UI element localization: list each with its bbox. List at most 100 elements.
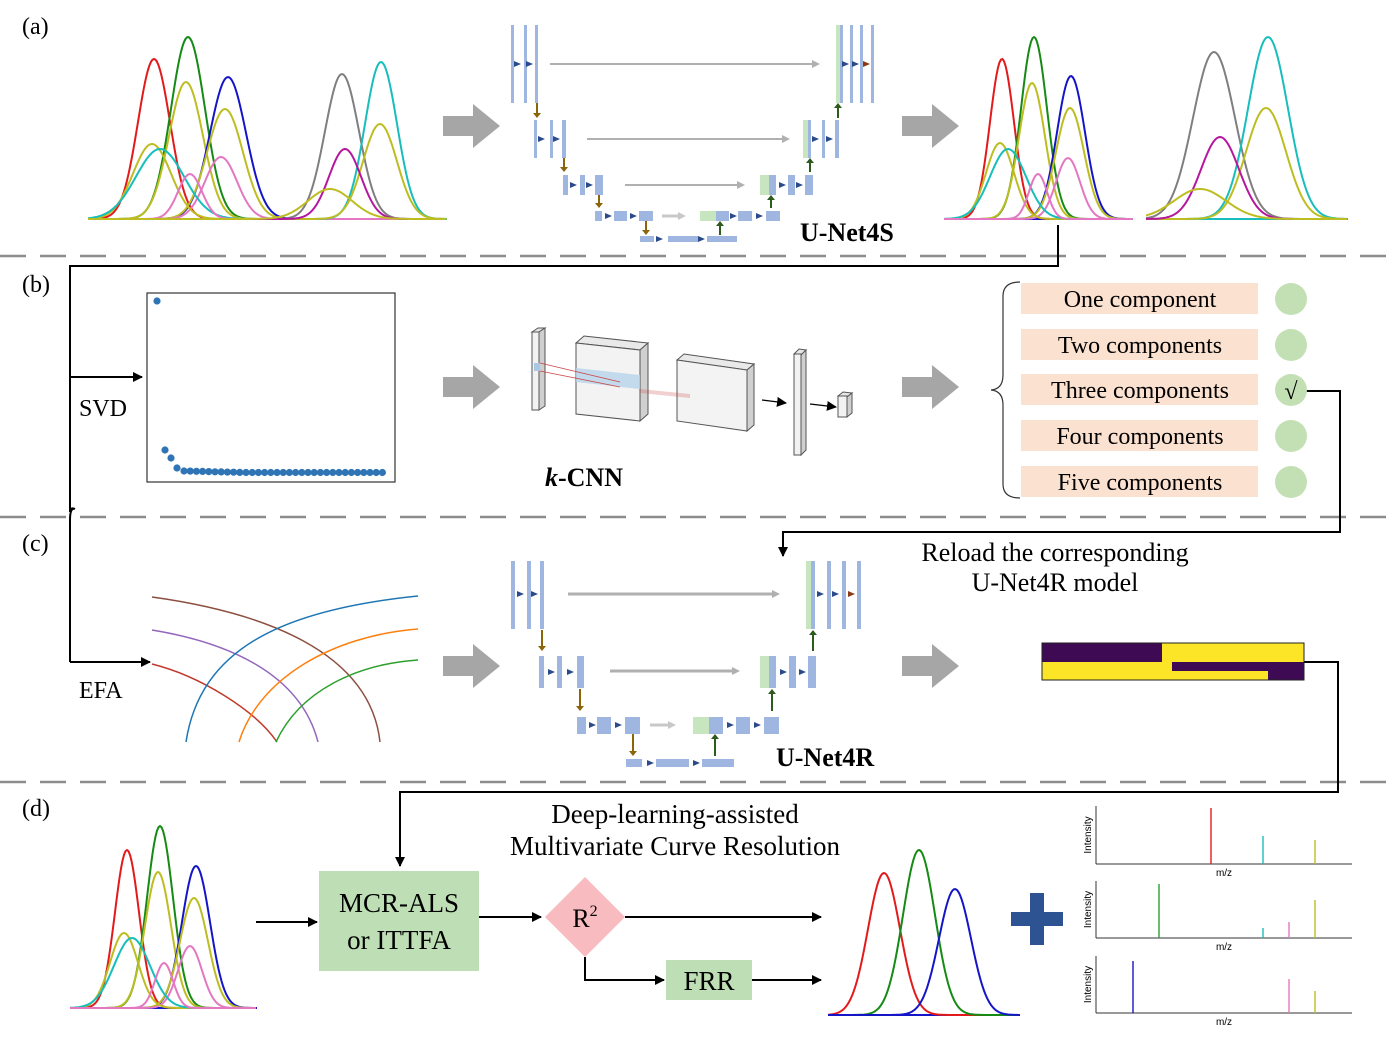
- svd-point: [236, 468, 244, 476]
- peak-curve: [944, 173, 1133, 220]
- input-chromatogram-a: [87, 36, 447, 220]
- peak-curve: [828, 888, 1020, 1016]
- r2-decision: R2: [545, 877, 625, 957]
- peak-curve: [88, 61, 447, 220]
- option-label: Three components: [1051, 378, 1229, 404]
- gray-arrow-icon: [902, 104, 959, 148]
- mass-spectrum: Intensity m/z: [1083, 806, 1352, 879]
- svd-point: [273, 468, 281, 477]
- option-label: Five components: [1058, 470, 1223, 496]
- peak-curve: [70, 871, 256, 1009]
- panel-label-b: (b): [22, 272, 50, 298]
- svd-point: [242, 468, 250, 477]
- gray-arrow-icon: [902, 644, 959, 688]
- peak-curve: [88, 36, 447, 220]
- efa-label: EFA: [79, 678, 123, 704]
- svd-point: [153, 297, 161, 305]
- r2-to-frr-arrow: [584, 957, 665, 985]
- option-indicator: [1275, 329, 1307, 361]
- component-region-heatmap: [1041, 642, 1305, 681]
- option-indicator: [1275, 466, 1307, 498]
- svd-point: [341, 468, 349, 477]
- peak-curve: [70, 962, 256, 1009]
- panel-label-d: (d): [22, 796, 50, 822]
- svd-point: [223, 468, 231, 476]
- input-chromatogram-d: [69, 824, 257, 1009]
- svd-point: [366, 468, 374, 477]
- component-options: One component Two components Three compone…: [1021, 283, 1307, 498]
- gray-arrow-icon: [443, 365, 500, 409]
- option-box: [1021, 283, 1258, 314]
- svd-point: [248, 468, 256, 477]
- option-label: Four components: [1056, 424, 1223, 450]
- option-box: [1021, 466, 1258, 497]
- kcnn-architecture: [530, 327, 854, 457]
- ms-xlabel: m/z: [1216, 1017, 1232, 1028]
- peak-curve: [88, 142, 447, 220]
- peak-curve: [88, 147, 447, 220]
- ms-ylabel: Intensity: [1083, 816, 1094, 853]
- gray-arrow-icon: [443, 104, 500, 148]
- mass-spectra: Intensity m/z Intensity m/z Intensity m/z: [1083, 806, 1352, 1028]
- peak-curve: [70, 848, 256, 1009]
- svd-point: [261, 468, 269, 477]
- svd-point: [298, 468, 306, 477]
- connector-lines: [69, 225, 1341, 867]
- option-box: [1021, 420, 1258, 451]
- reload-text-line1: Reload the corresponding: [921, 538, 1188, 567]
- reload-text-line2: U-Net4R model: [972, 568, 1139, 597]
- mass-spectrum: Intensity m/z: [1083, 881, 1352, 953]
- option-label: Two components: [1058, 333, 1222, 359]
- option-indicator: [1275, 374, 1307, 406]
- svd-point: [230, 468, 238, 476]
- peak-curve: [1146, 36, 1347, 220]
- svd-point: [329, 468, 337, 477]
- svd-point: [267, 468, 275, 477]
- options-brace: [990, 281, 1021, 499]
- frr-box: FRR: [666, 960, 752, 1000]
- process-arrows: [443, 104, 959, 688]
- kcnn-arrows: [761, 396, 837, 411]
- peak-curve: [1145, 50, 1347, 220]
- panel-label-c: (c): [22, 531, 49, 557]
- svd-point: [354, 468, 362, 477]
- svd-point: [360, 468, 368, 477]
- ms-xlabel: m/z: [1216, 942, 1232, 953]
- peak-curve: [88, 107, 447, 220]
- gray-arrow-icon: [443, 644, 500, 688]
- svd-point: [372, 468, 380, 477]
- peak-curve: [944, 57, 1133, 220]
- panel-label-a: (a): [22, 14, 49, 40]
- peak-curve: [70, 864, 256, 1009]
- svd-point: [304, 468, 312, 477]
- option-label: One component: [1064, 287, 1217, 313]
- option-box: [1021, 329, 1258, 360]
- efa-plot: [151, 595, 419, 743]
- svd-point: [192, 467, 200, 475]
- peak-curve: [944, 82, 1133, 220]
- peak-curve: [88, 188, 447, 220]
- svg-text:FRR: FRR: [683, 966, 734, 996]
- svd-label: SVD: [79, 396, 127, 422]
- ms-ylabel: Intensity: [1083, 966, 1094, 1003]
- ms-xlabel: m/z: [1216, 868, 1232, 879]
- plus-icon: [1011, 893, 1063, 945]
- svd-point: [316, 468, 324, 477]
- mcr-title-line2: Multivariate Curve Resolution: [510, 831, 840, 861]
- svd-point: [211, 468, 219, 476]
- svd-point: [217, 468, 225, 476]
- svd-point: [378, 468, 386, 477]
- svd-point: [167, 454, 175, 462]
- kcnn-label: k-CNN: [545, 463, 623, 492]
- gray-arrow-icon: [902, 365, 959, 409]
- mcr-box: MCR-ALS or ITTFA: [319, 871, 479, 971]
- svd-point: [205, 468, 213, 476]
- mcr-title-line1: Deep-learning-assisted: [551, 799, 799, 829]
- check-icon: √: [1284, 379, 1298, 405]
- svd-point: [161, 446, 169, 454]
- panel-separators: [0, 254, 1398, 784]
- option-indicator: [1275, 420, 1307, 452]
- svd-point: [173, 464, 181, 472]
- svd-point: [323, 468, 331, 477]
